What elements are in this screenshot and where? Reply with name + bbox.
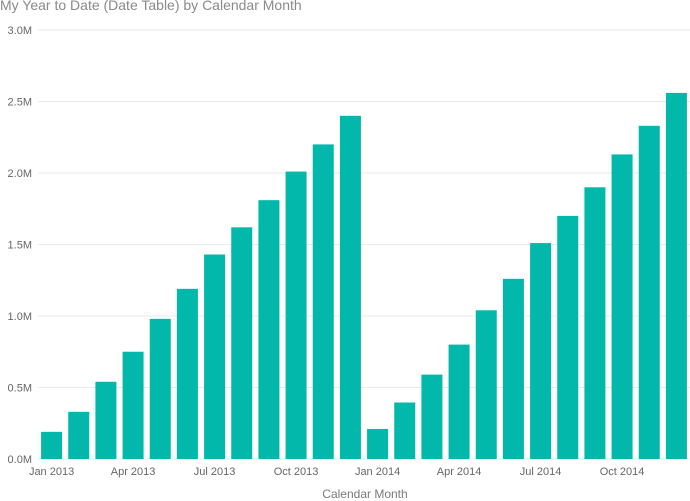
y-tick-label: 2.5M [8,97,32,109]
bar-2013-10[interactable] [285,171,307,459]
x-tick-label: Apr 2014 [437,466,482,478]
x-tick-label: Jan 2013 [29,466,74,478]
bar-2013-09[interactable] [258,200,280,460]
bar-2013-05[interactable] [149,318,171,459]
x-tick-label: Oct 2014 [600,466,645,478]
bar-2013-03[interactable] [95,381,117,459]
x-tick-label: Jul 2014 [520,466,562,478]
bar-2013-04[interactable] [122,351,144,459]
bar-2014-11[interactable] [638,125,660,459]
y-axis-ticks: 0.0M 0.5M 1.0M 1.5M 2.0M 2.5M 3.0M [8,25,32,466]
bar-2013-02[interactable] [68,411,90,459]
bar-2013-08[interactable] [231,227,253,459]
y-tick-label: 2.0M [8,168,32,180]
bar-2014-01[interactable] [367,428,389,459]
x-axis-ticks: Jan 2013 Apr 2013 Jul 2013 Oct 2013 Jan 2014… [29,466,644,478]
bar-2013-07[interactable] [204,254,226,459]
bar-2014-04[interactable] [448,344,470,459]
bar-2014-09[interactable] [584,187,606,460]
y-tick-label: 0.5M [8,383,32,395]
x-tick-label: Oct 2013 [274,466,319,478]
bar-2014-10[interactable] [611,154,633,459]
bar-2014-02[interactable] [394,402,416,459]
y-tick-label: 1.5M [8,240,32,252]
y-tick-label: 0.0M [8,454,32,466]
x-tick-label: Apr 2013 [111,466,156,478]
bars [41,92,687,460]
bar-2013-11[interactable] [312,144,334,459]
bar-2014-06[interactable] [502,278,524,459]
y-tick-label: 3.0M [8,25,32,37]
bar-2014-08[interactable] [557,215,579,459]
bar-2013-01[interactable] [41,431,63,459]
chart-title: My Year to Date (Date Table) by Calendar… [0,0,302,13]
bar-2014-03[interactable] [421,374,443,459]
bar-2013-12[interactable] [339,115,361,460]
bar-2014-05[interactable] [475,310,497,459]
x-axis-title: Calendar Month [322,487,408,501]
bar-2014-07[interactable] [530,243,552,459]
bar-2013-06[interactable] [176,288,198,459]
x-tick-label: Jan 2014 [355,466,400,478]
gridlines [38,29,690,460]
y-tick-label: 1.0M [8,311,32,323]
x-tick-label: Jul 2013 [194,466,236,478]
bar-2014-12[interactable] [665,92,687,460]
